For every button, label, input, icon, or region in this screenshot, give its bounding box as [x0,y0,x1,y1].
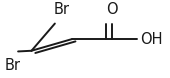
Text: Br: Br [5,58,21,73]
Text: O: O [106,2,117,17]
Text: OH: OH [140,32,163,47]
Text: Br: Br [54,2,70,17]
